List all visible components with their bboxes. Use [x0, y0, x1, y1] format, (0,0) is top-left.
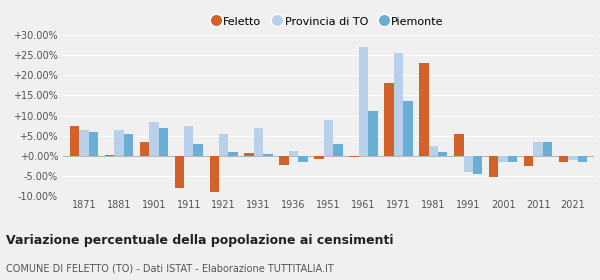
Bar — [578, 156, 587, 162]
Bar — [184, 125, 193, 156]
Bar — [419, 63, 428, 156]
Bar — [428, 146, 438, 156]
Bar — [149, 122, 158, 156]
Bar — [533, 142, 543, 156]
Bar — [368, 111, 377, 156]
Bar — [438, 152, 448, 156]
Bar — [209, 156, 219, 192]
Bar — [254, 128, 263, 156]
Bar — [524, 156, 533, 166]
Bar — [324, 120, 333, 156]
Bar — [508, 156, 517, 162]
Bar — [314, 156, 324, 159]
Bar — [158, 128, 168, 156]
Bar — [464, 156, 473, 172]
Bar — [394, 53, 403, 156]
Bar — [489, 156, 499, 177]
Bar — [349, 156, 359, 157]
Text: COMUNE DI FELETTO (TO) - Dati ISTAT - Elaborazione TUTTITALIA.IT: COMUNE DI FELETTO (TO) - Dati ISTAT - El… — [6, 263, 334, 274]
Bar — [244, 153, 254, 156]
Text: Variazione percentuale della popolazione ai censimenti: Variazione percentuale della popolazione… — [6, 234, 394, 247]
Bar — [229, 152, 238, 156]
Bar — [89, 132, 98, 156]
Bar — [124, 134, 133, 156]
Bar — [499, 156, 508, 162]
Bar — [359, 47, 368, 156]
Bar — [568, 156, 578, 160]
Bar — [263, 154, 273, 156]
Bar — [70, 125, 79, 156]
Bar — [175, 156, 184, 188]
Bar — [289, 151, 298, 156]
Bar — [114, 130, 124, 156]
Bar — [105, 155, 114, 156]
Bar — [140, 142, 149, 156]
Bar — [193, 144, 203, 156]
Bar — [333, 144, 343, 156]
Bar — [543, 142, 552, 156]
Bar — [473, 156, 482, 174]
Bar — [298, 156, 308, 162]
Bar — [219, 134, 229, 156]
Bar — [454, 134, 464, 156]
Legend: Feletto, Provincia di TO, Piemonte: Feletto, Provincia di TO, Piemonte — [209, 11, 448, 31]
Bar — [384, 83, 394, 156]
Bar — [79, 130, 89, 156]
Bar — [403, 101, 413, 156]
Bar — [280, 156, 289, 165]
Bar — [559, 156, 568, 162]
